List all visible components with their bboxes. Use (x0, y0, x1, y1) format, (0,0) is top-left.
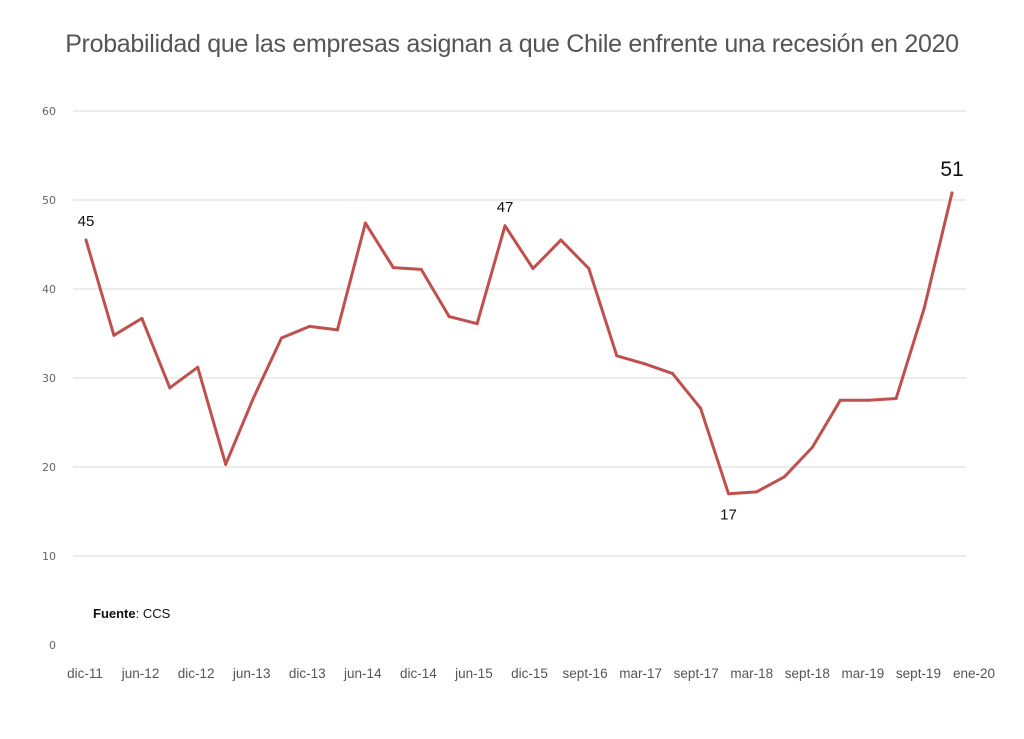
gridlines (73, 110, 966, 557)
y-tick-label: 30 (42, 372, 56, 385)
x-tick-label: mar-18 (730, 666, 773, 681)
x-tick-label: jun-14 (343, 666, 382, 681)
data-point (168, 386, 172, 390)
chart-title: Probabilidad que las empresas asignan a … (65, 30, 959, 58)
data-point (671, 372, 675, 376)
source-value: : CCS (135, 606, 171, 621)
source-label: Fuente (93, 606, 136, 621)
data-point (84, 238, 88, 242)
data-point (615, 354, 619, 358)
x-tick-label: sept-17 (674, 666, 719, 681)
y-tick-label: 0 (49, 639, 56, 652)
x-tick-label: sept-16 (563, 666, 608, 681)
x-tick-label: sept-18 (785, 666, 830, 681)
x-tick-label: dic-15 (511, 666, 548, 681)
x-tick-label: dic-13 (289, 666, 326, 681)
data-label: 17 (720, 507, 737, 524)
data-label: 51 (940, 158, 963, 181)
data-point (419, 267, 423, 271)
y-axis-ticks: 0 10 20 30 40 50 60 (42, 105, 56, 652)
data-point (922, 307, 926, 311)
series-line (84, 191, 954, 496)
data-point (643, 362, 647, 366)
x-tick-label: mar-19 (841, 666, 884, 681)
data-point (587, 267, 591, 271)
x-tick-label: jun-12 (121, 666, 160, 681)
data-point (559, 238, 563, 242)
series-layer (84, 191, 954, 496)
y-tick-label: 40 (42, 283, 56, 296)
data-point (335, 328, 339, 332)
data-point (866, 398, 870, 402)
data-point (391, 266, 395, 270)
data-point (447, 315, 451, 319)
data-point (307, 324, 311, 328)
data-point (727, 492, 731, 496)
x-tick-label: ene-20 (953, 666, 995, 681)
source-note: Fuente: CCS (93, 606, 170, 621)
y-tick-label: 50 (42, 194, 56, 207)
data-point (112, 333, 116, 337)
data-point (894, 396, 898, 400)
data-point (782, 475, 786, 479)
data-point (475, 322, 479, 326)
data-point (280, 336, 284, 340)
data-point (196, 365, 200, 369)
x-tick-label: dic-12 (178, 666, 215, 681)
y-tick-label: 20 (42, 461, 56, 474)
data-point (838, 398, 842, 402)
x-tick-label: dic-11 (67, 666, 103, 681)
y-tick-label: 10 (42, 550, 56, 563)
data-label: 47 (497, 199, 514, 216)
data-point (531, 267, 535, 271)
y-tick-label: 60 (42, 105, 56, 118)
x-tick-label: jun-13 (232, 666, 271, 681)
data-point (140, 316, 144, 320)
x-tick-label: dic-14 (400, 666, 437, 681)
data-label: 45 (78, 213, 95, 230)
x-axis-ticks: dic-11 jun-12 dic-12 jun-13 dic-13 jun-14 dic-… (67, 666, 995, 681)
x-tick-label: jun-15 (454, 666, 493, 681)
x-tick-label: sept-19 (896, 666, 941, 681)
data-point (503, 224, 507, 228)
x-tick-label: mar-17 (619, 666, 662, 681)
data-point (699, 406, 703, 410)
data-labels: 45 47 17 51 (78, 158, 964, 524)
data-point (252, 396, 256, 400)
data-point (363, 221, 367, 225)
data-point (754, 490, 758, 494)
data-point (224, 462, 228, 466)
data-point (950, 191, 954, 195)
data-point (810, 445, 814, 449)
